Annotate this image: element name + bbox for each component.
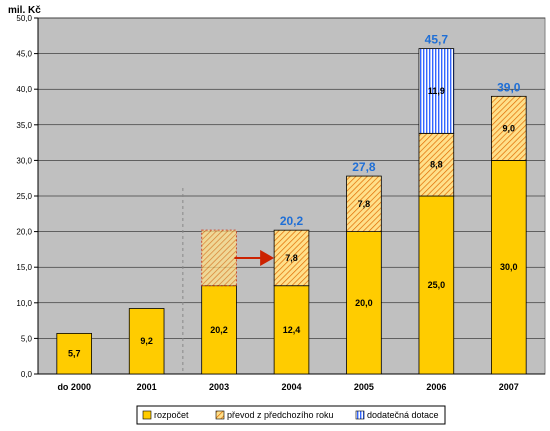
legend-label-rozpocet: rozpočet — [154, 410, 189, 420]
y-tick-label: 45,0 — [16, 50, 32, 59]
x-category-label: do 2000 — [57, 382, 91, 392]
legend: rozpočet převod z předchozího roku dodat… — [136, 405, 446, 425]
legend-label-prevod: převod z předchozího roku — [227, 410, 334, 420]
legend-swatch-rozpocet — [142, 410, 152, 420]
y-tick-label: 5,0 — [21, 334, 33, 343]
bar-segment — [491, 159, 527, 375]
x-category-label: 2005 — [354, 382, 374, 392]
segment-value-label: 7,8 — [285, 253, 298, 263]
bar-segment — [128, 308, 165, 375]
legend-swatch-prevod — [215, 410, 225, 420]
gridlines — [38, 17, 545, 339]
segment-value-label: 20,2 — [210, 325, 228, 335]
bar-total-label: 45,7 — [425, 33, 449, 47]
segment-value-label: 11,9 — [428, 86, 445, 96]
x-category-label: 2006 — [426, 382, 446, 392]
bar-segment — [418, 195, 455, 375]
segment-value-label: 9,0 — [503, 123, 516, 133]
y-axis-unit-label: mil. Kč — [8, 5, 41, 16]
x-category-label: 2007 — [499, 382, 519, 392]
x-axis-labels: do 2000 2001 2003 2004 2005 2006 2007 — [57, 382, 518, 392]
x-category-label: 2004 — [281, 382, 301, 392]
bar-segment — [273, 229, 310, 287]
bar-segment — [56, 333, 92, 375]
bars: 5,7 9,2 20,2 12,4 7,8 20,0 7,8 25,0 8,8 11,9 30,0 9… — [56, 48, 527, 375]
y-tick-label: 0,0 — [21, 370, 33, 379]
bar-segment — [346, 175, 382, 232]
bar-total-label: 20,2 — [280, 214, 304, 228]
segment-value-label: 7,8 — [358, 199, 371, 209]
y-tick-label: 20,0 — [16, 228, 32, 237]
total-labels: 20,2 27,8 45,7 39,0 — [280, 33, 521, 229]
y-tick-label: 50,0 — [16, 14, 32, 23]
bar-total-label: 39,0 — [497, 80, 521, 94]
segment-value-label: 30,0 — [500, 262, 518, 272]
bar-total-label: 27,8 — [352, 160, 376, 174]
y-tick-label: 15,0 — [16, 263, 32, 272]
y-tick-label: 35,0 — [16, 121, 32, 130]
y-tick-label: 40,0 — [16, 85, 32, 94]
bar-segment — [346, 231, 382, 375]
segment-value-label: 12,4 — [283, 325, 301, 335]
segment-value-label: 8,8 — [430, 160, 443, 170]
y-tick-label: 10,0 — [16, 299, 32, 308]
y-tick-label: 25,0 — [16, 192, 32, 201]
segment-value-label: 9,2 — [140, 336, 153, 346]
x-category-label: 2003 — [209, 382, 229, 392]
segment-value-label: 5,7 — [68, 349, 81, 359]
y-tick-label: 30,0 — [16, 156, 32, 165]
bar-segment — [491, 95, 527, 161]
x-category-label: 2001 — [137, 382, 157, 392]
bar-segment — [201, 229, 237, 287]
legend-swatch-dotace — [355, 410, 365, 420]
segment-value-label: 25,0 — [428, 280, 446, 290]
bar-segment — [273, 285, 310, 375]
legend-box — [136, 405, 446, 425]
bar-segment — [418, 132, 455, 197]
segment-value-label: 20,0 — [355, 298, 373, 308]
legend-label-dotace: dodatečná dotace — [367, 410, 439, 420]
bar-segment — [418, 48, 455, 134]
